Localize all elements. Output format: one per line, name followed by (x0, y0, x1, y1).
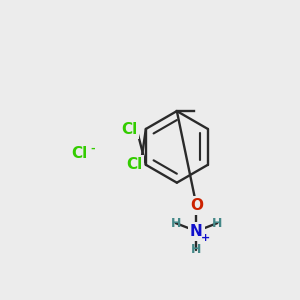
Text: Cl: Cl (122, 122, 138, 137)
Text: H: H (212, 217, 223, 230)
Text: Cl: Cl (126, 157, 142, 172)
Text: H: H (170, 217, 181, 230)
Text: -: - (90, 144, 95, 154)
Text: O: O (190, 198, 203, 213)
Text: H: H (191, 243, 202, 256)
Text: +: + (201, 233, 210, 243)
Text: Cl: Cl (72, 146, 88, 161)
Text: N: N (190, 224, 203, 239)
